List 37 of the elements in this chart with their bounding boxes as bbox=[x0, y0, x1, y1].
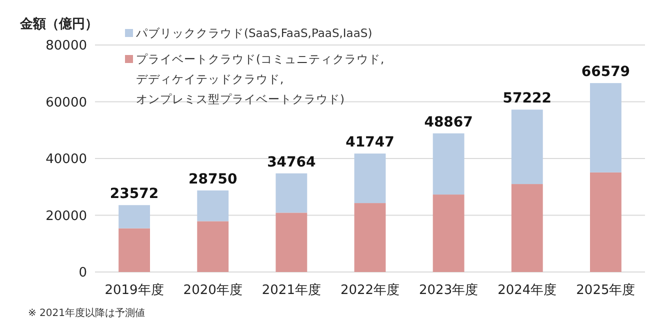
total-label: 57222 bbox=[502, 90, 552, 107]
bar bbox=[118, 228, 150, 272]
y-tick-label: 60000 bbox=[46, 95, 87, 110]
bar bbox=[590, 172, 622, 272]
y-axis-title: 金額（億円） bbox=[19, 16, 98, 32]
bar bbox=[276, 173, 308, 213]
y-tick-label: 40000 bbox=[46, 152, 87, 168]
x-tick-label: 2025年度 bbox=[576, 282, 636, 298]
bar bbox=[197, 221, 229, 272]
total-label: 34764 bbox=[267, 154, 316, 170]
legend-label: パブリッククラウド(SaaS,FaaS,PaaS,IaaS) bbox=[135, 26, 372, 40]
bar bbox=[432, 194, 464, 272]
total-label: 23572 bbox=[110, 186, 159, 202]
bar bbox=[197, 190, 229, 222]
x-tick-label: 2023年度 bbox=[419, 282, 478, 298]
x-tick-label: 2020年度 bbox=[183, 282, 242, 298]
total-label: 28750 bbox=[188, 171, 238, 188]
bar bbox=[432, 133, 464, 195]
bar bbox=[590, 83, 622, 172]
x-tick-label: 2024年度 bbox=[498, 282, 557, 298]
bar bbox=[511, 184, 543, 272]
total-label: 41747 bbox=[346, 134, 394, 151]
bar bbox=[354, 154, 386, 204]
total-label: 66579 bbox=[581, 64, 630, 80]
bar bbox=[354, 203, 386, 272]
y-tick-label: 0 bbox=[78, 266, 87, 281]
legend-label: プライベートクラウド(コミュニティクラウド,デディケイテッドクラウド,オンプレミス型プライベートクラウド) bbox=[136, 52, 384, 106]
bar bbox=[118, 205, 150, 228]
x-tick-label: 2022年度 bbox=[340, 282, 400, 298]
y-tick-label: 80000 bbox=[46, 38, 87, 54]
y-tick-label: 20000 bbox=[46, 208, 87, 224]
total-label: 48867 bbox=[424, 114, 473, 130]
text: ※ 2021年度以降は予測値 bbox=[28, 307, 146, 319]
bar bbox=[276, 212, 308, 272]
bar bbox=[511, 110, 543, 184]
x-tick-label: 2021年度 bbox=[262, 282, 321, 298]
x-tick-label: 2019年度 bbox=[104, 282, 164, 298]
